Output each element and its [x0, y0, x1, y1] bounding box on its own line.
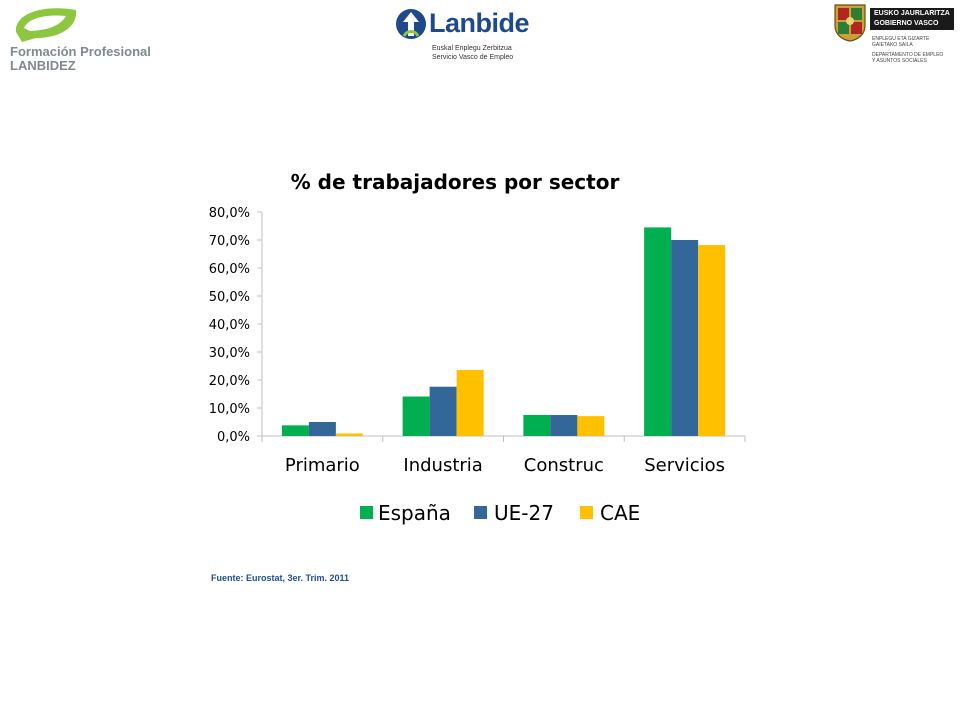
coat-of-arms-icon	[834, 4, 866, 42]
formacion-profesional-logo: Formación Profesional LANBIDEZ	[4, 2, 179, 73]
gv-line1: EUSKO JAURLARITZA	[874, 10, 950, 17]
x-category-label: Industria	[403, 455, 482, 476]
legend-label: UE-27	[494, 501, 554, 525]
legend-swatch	[580, 506, 593, 519]
x-category-label: Servicios	[644, 455, 725, 476]
logo-left-line2: LANBIDEZ	[10, 58, 76, 73]
bar	[308, 422, 336, 436]
gv-line2: GOBIERNO VASCO	[874, 20, 939, 27]
gv-dept-1: ENPLEGU ETA GIZARTE	[872, 36, 930, 42]
y-tick-label: 20,0%	[209, 374, 250, 389]
lanbide-logo: Lanbide Euskal Enplegu Zerbitzua Servici…	[395, 4, 535, 64]
y-tick-label: 80,0%	[209, 206, 250, 221]
gv-black-box	[870, 8, 954, 30]
gv-dept-3: DEPARTAMENTO DE EMPLEO	[872, 52, 944, 58]
bar	[429, 386, 457, 436]
source-note: Fuente: Eurostat, 3er. Trim. 2011	[211, 573, 350, 583]
x-category-label: Primario	[285, 455, 360, 476]
x-category-label: Construc	[524, 455, 604, 476]
y-tick-label: 40,0%	[209, 318, 250, 333]
leaf-icon	[15, 8, 77, 42]
y-tick-label: 0,0%	[217, 430, 250, 445]
gobierno-vasco-logo: EUSKO JAURLARITZA GOBIERNO VASCO ENPLEGU…	[832, 2, 958, 70]
bar	[577, 416, 605, 436]
legend-swatch	[360, 506, 373, 519]
bar	[402, 396, 430, 436]
lanbide-emblem-icon	[396, 9, 426, 39]
lanbide-subtitle-2: Servicio Vasco de Empleo	[432, 54, 514, 61]
gv-dept-4: Y ASUNTOS SOCIALES	[872, 58, 927, 64]
y-tick-label: 70,0%	[209, 234, 250, 249]
logo-left-line1: Formación Profesional	[10, 44, 151, 59]
y-tick-label: 60,0%	[209, 262, 250, 277]
y-tick-label: 10,0%	[209, 402, 250, 417]
bar	[644, 227, 672, 436]
chart-title: % de trabajadores por sector	[290, 170, 620, 194]
bar	[698, 245, 726, 436]
legend-swatch	[474, 506, 487, 519]
bar	[671, 240, 699, 436]
legend-label: CAE	[600, 501, 640, 525]
bar	[523, 415, 551, 436]
y-tick-label: 30,0%	[209, 346, 250, 361]
bar	[550, 415, 578, 436]
y-tick-label: 50,0%	[209, 290, 250, 305]
bar	[456, 369, 484, 436]
gv-dept-2: GAIETAKO SAILA	[872, 42, 913, 48]
bar	[281, 425, 309, 436]
lanbide-name: Lanbide	[429, 8, 530, 38]
lanbide-subtitle-1: Euskal Enplegu Zerbitzua	[432, 45, 512, 52]
legend-label: España	[378, 501, 451, 525]
bar	[335, 433, 363, 436]
